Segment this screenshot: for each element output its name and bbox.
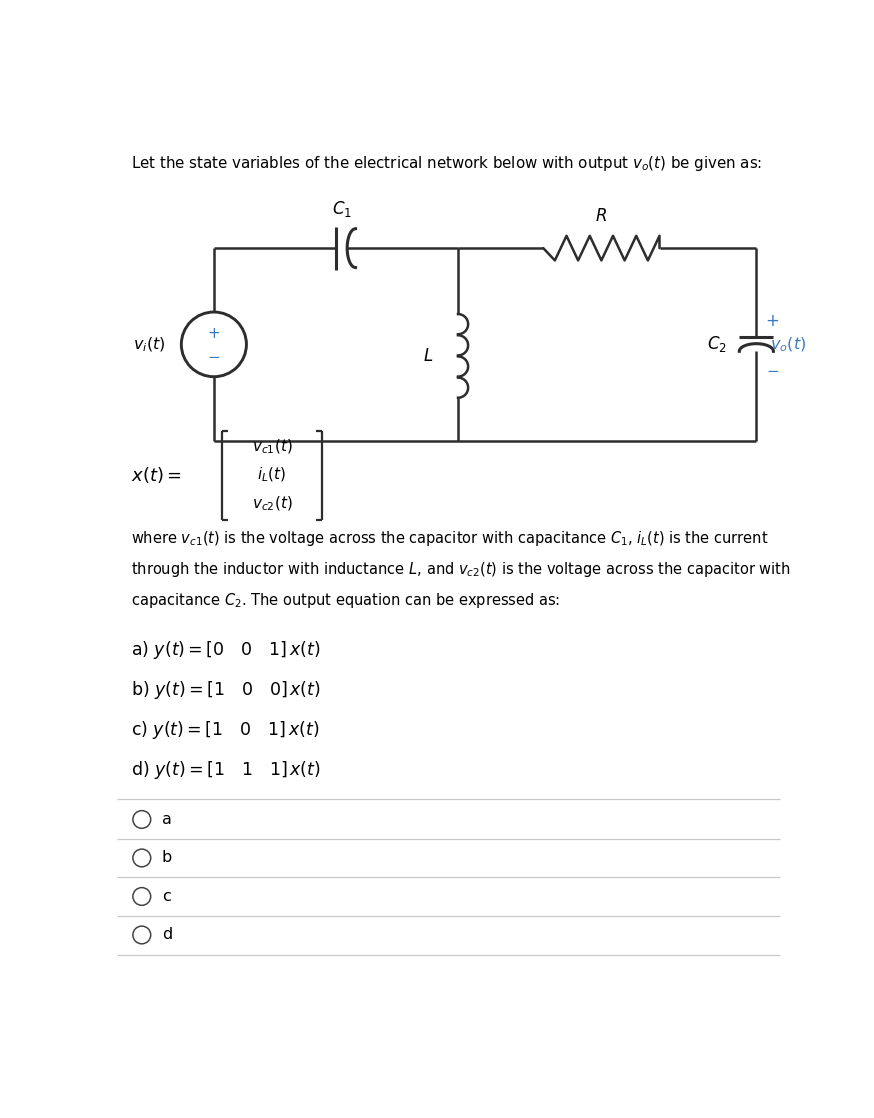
Text: $C_1$: $C_1$: [332, 199, 351, 219]
Text: where $v_{c1}(t)$ is the voltage across the capacitor with capacitance $C_1$, $i: where $v_{c1}(t)$ is the voltage across …: [131, 529, 768, 548]
Text: d) $y(t) = [1 \quad 1 \quad 1]\, x(t)$: d) $y(t) = [1 \quad 1 \quad 1]\, x(t)$: [131, 759, 321, 781]
Text: c) $y(t) = [1 \quad 0 \quad 1]\, x(t)$: c) $y(t) = [1 \quad 0 \quad 1]\, x(t)$: [131, 719, 319, 741]
Text: c: c: [162, 889, 170, 904]
Text: $i_L(t)$: $i_L(t)$: [258, 466, 287, 484]
Text: a: a: [162, 812, 172, 827]
Text: $L$: $L$: [423, 347, 434, 364]
Text: $x(t)=$: $x(t)=$: [131, 465, 182, 485]
Text: $v_{c1}(t)$: $v_{c1}(t)$: [252, 437, 292, 456]
Text: +: +: [766, 312, 780, 330]
Text: +: +: [207, 326, 220, 341]
Text: b) $y(t) = [1 \quad 0 \quad 0]\, x(t)$: b) $y(t) = [1 \quad 0 \quad 0]\, x(t)$: [131, 680, 321, 701]
Text: Let the state variables of the electrical network below with output $v_o(t)$ be : Let the state variables of the electrica…: [131, 154, 762, 173]
Text: $-$: $-$: [207, 348, 220, 362]
Text: through the inductor with inductance $L$, and $v_{c2}(t)$ is the voltage across : through the inductor with inductance $L$…: [131, 560, 791, 579]
Text: $v_{c2}(t)$: $v_{c2}(t)$: [252, 494, 292, 513]
Text: d: d: [162, 928, 172, 942]
Text: $v_i(t)$: $v_i(t)$: [134, 335, 166, 353]
Text: b: b: [162, 851, 172, 865]
Text: capacitance $C_2$. The output equation can be expressed as:: capacitance $C_2$. The output equation c…: [131, 590, 560, 609]
Text: $C_2$: $C_2$: [707, 334, 727, 354]
Text: $v_o(t)$: $v_o(t)$: [769, 335, 806, 353]
Text: $R$: $R$: [595, 207, 607, 225]
Text: $-$: $-$: [766, 362, 779, 377]
Text: a) $y(t) = [0 \quad 0 \quad 1]\, x(t)$: a) $y(t) = [0 \quad 0 \quad 1]\, x(t)$: [131, 639, 321, 661]
